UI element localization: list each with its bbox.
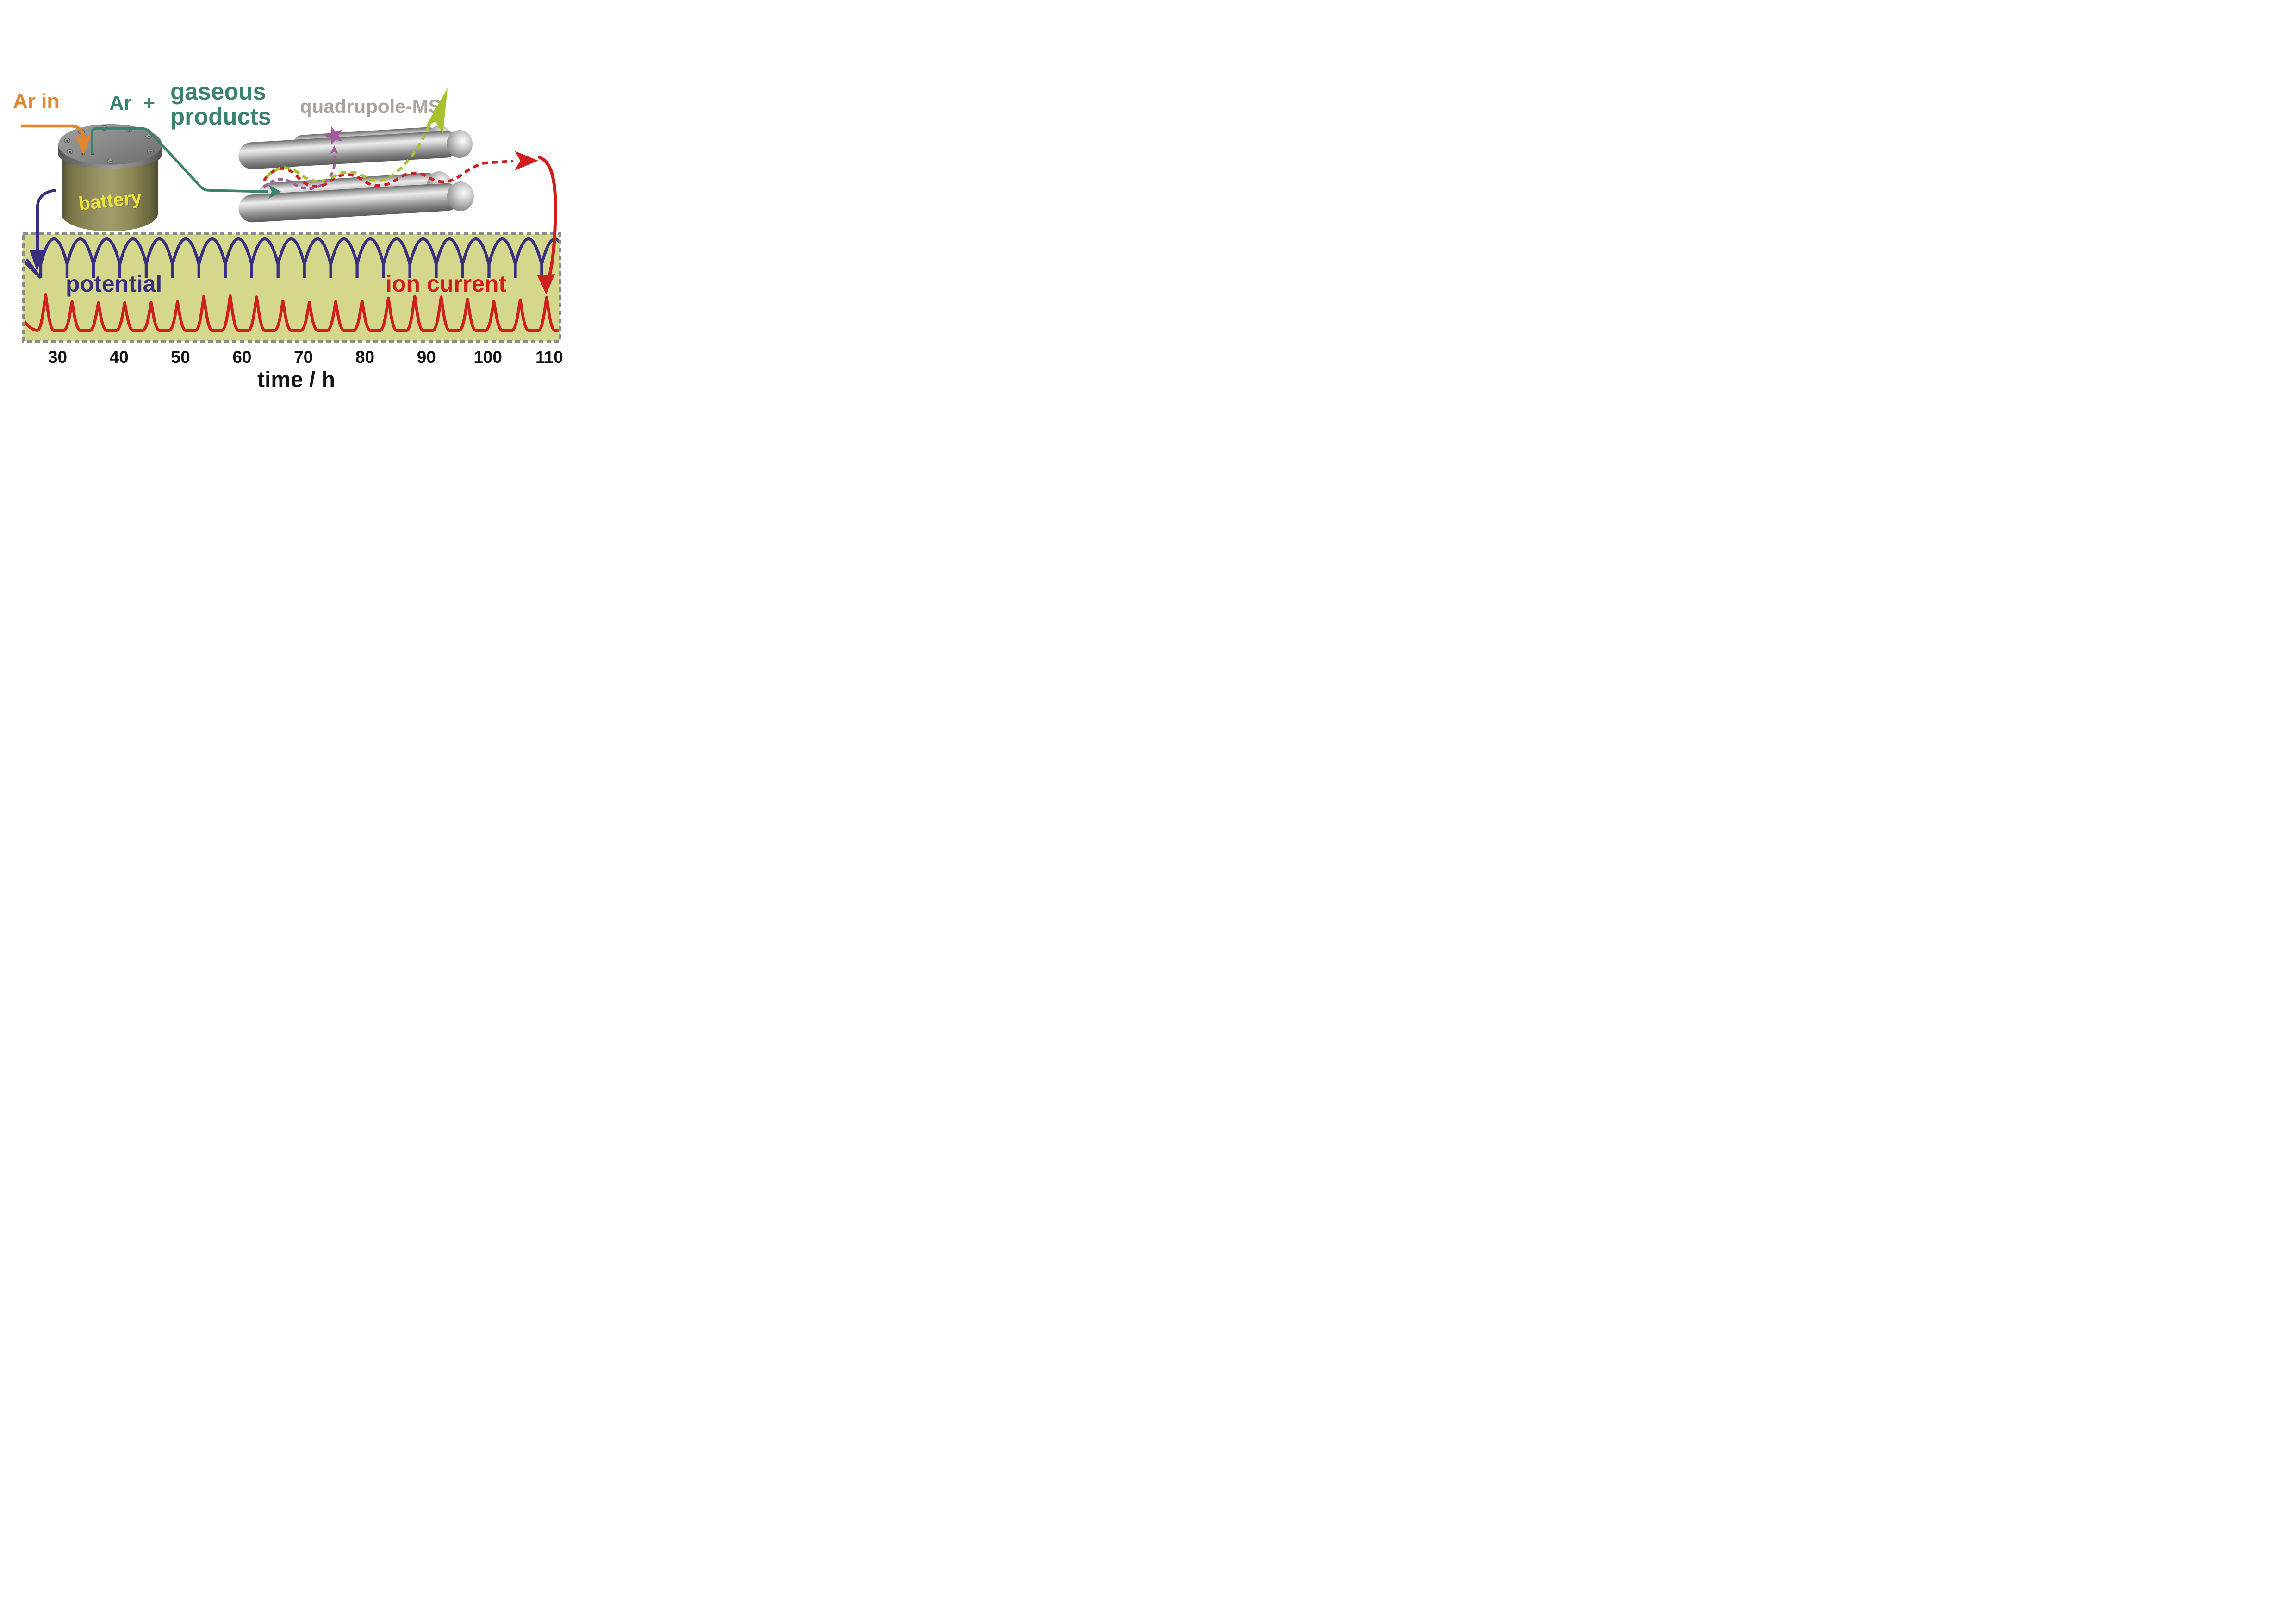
figure-canvas: battery Ar in Ar + gaseous products quad… <box>0 0 574 406</box>
potential-arrowhead-icon <box>30 250 44 271</box>
ion-current-arrowhead-icon <box>537 274 555 294</box>
ion-exit-arrowhead-icon <box>515 151 538 170</box>
x-tick-label: 30 <box>48 348 68 367</box>
potential-arrow-connector <box>25 258 42 279</box>
x-tick-label: 70 <box>294 348 313 367</box>
battery-bolt <box>64 138 70 143</box>
ar-plus-label: Ar + <box>109 92 156 114</box>
battery-bolt <box>107 159 113 164</box>
gaseous-products-label-line1: gaseous <box>170 78 266 105</box>
battery-gas-outlet-port <box>91 153 94 155</box>
potential-arrow-line <box>36 189 56 250</box>
battery-gas-inlet-port <box>81 153 85 155</box>
x-axis-ticks: 30 40 50 60 70 80 90 100 110 <box>0 348 574 369</box>
x-tick-label: 60 <box>232 348 252 367</box>
x-tick-label: 110 <box>535 348 563 367</box>
x-tick-label: 80 <box>355 348 375 367</box>
x-tick-label: 40 <box>109 348 129 367</box>
quadrupole-rod-end-cap <box>447 130 473 158</box>
ion-current-label: ion current <box>386 271 507 297</box>
gaseous-products-label-line2: products <box>170 103 272 130</box>
potential-label: potential <box>66 271 162 297</box>
ar-in-label: Ar in <box>13 90 60 112</box>
battery-bolt <box>101 125 107 131</box>
x-axis-label: time / h <box>257 368 336 392</box>
x-tick-label: 50 <box>171 348 190 367</box>
battery-bolt <box>147 149 154 154</box>
ion-current-waveform <box>25 293 559 332</box>
quadrupole-ms-label: quadrupole-MS <box>300 95 442 117</box>
battery-bolt <box>126 127 132 132</box>
x-tick-label: 90 <box>417 348 436 367</box>
x-tick-label: 100 <box>473 348 502 367</box>
battery-bolt <box>78 129 85 134</box>
battery-bolt <box>67 149 73 154</box>
quadrupole-rod-upper-front <box>237 130 460 170</box>
ion-current-arrow-curve <box>538 156 557 283</box>
battery-bolt <box>145 134 152 139</box>
quadrupole-rod-end-cap <box>447 181 474 211</box>
